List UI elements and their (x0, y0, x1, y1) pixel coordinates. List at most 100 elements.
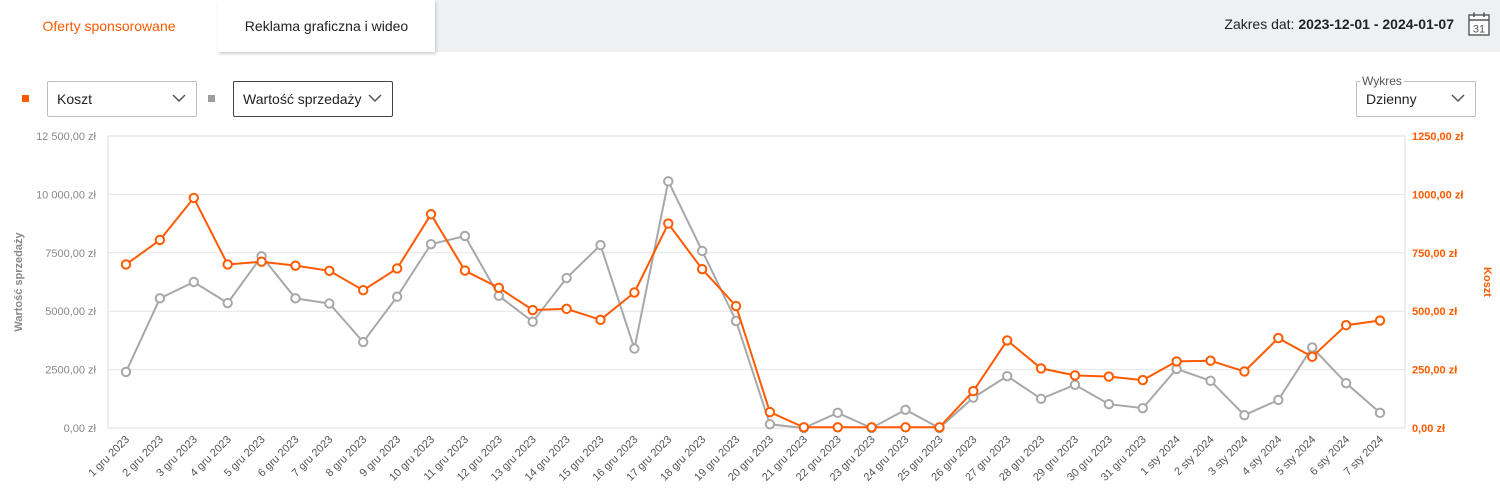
cost-point (1035, 363, 1047, 374)
sales-point (290, 293, 301, 304)
sales-point (629, 343, 640, 354)
x-tick-label: 8 gru 2023 (324, 434, 370, 480)
x-tick-label: 11 gru 2023 (422, 434, 471, 483)
sales-point (866, 422, 877, 434)
sales-point (1340, 377, 1352, 389)
series-line-cost (125, 196, 1381, 429)
tab-sponsored-offers[interactable]: Oferty sponsorowane (0, 0, 218, 52)
x-tick-label: 2 gru 2023 (120, 434, 166, 480)
cost-point (866, 422, 877, 433)
sales-point (1374, 407, 1386, 419)
cost-point (934, 422, 945, 433)
cost-point (561, 303, 572, 315)
metric2-value: Wartość sprzedaży (243, 91, 362, 107)
right-tick-label: 1250,00 zł (1412, 131, 1463, 143)
x-tick-label: 14 gru 2023 (523, 434, 573, 484)
cost-point (1171, 356, 1182, 367)
left-tick-label: 10 000,00 zł (36, 189, 96, 201)
x-tick-label: 10 gru 2023 (387, 434, 437, 484)
cost-point (1307, 351, 1318, 362)
sales-point (188, 276, 199, 288)
x-tick-label: 27 gru 2023 (963, 434, 1013, 484)
sales-point (358, 336, 369, 348)
sales-point (1171, 363, 1182, 375)
cost-legend-marker (22, 95, 29, 102)
x-tick-label: 29 gru 2023 (1031, 434, 1081, 484)
x-tick-label: 20 gru 2023 (726, 434, 776, 484)
x-tick-label: 24 gru 2023 (862, 434, 912, 484)
sales-point (493, 290, 505, 301)
sales-point (730, 315, 742, 327)
cost-point (188, 192, 199, 204)
x-tick-label: 21 gru 2023 (760, 434, 810, 484)
tab-display-video-ads[interactable]: Reklama graficzna i wideo (218, 0, 435, 52)
cost-point (832, 422, 843, 433)
plot-area (107, 135, 1406, 429)
sales-point (1069, 379, 1081, 390)
right-axis-title: Koszt (1481, 267, 1493, 297)
cost-point (290, 260, 301, 271)
x-tick-label: 28 gru 2023 (997, 434, 1047, 484)
sales-point (561, 272, 572, 284)
sales-point (1035, 393, 1047, 404)
x-tick-label: 4 sty 2024 (1240, 434, 1284, 478)
x-tick-label: 6 sty 2024 (1308, 434, 1352, 478)
x-tick-label: 4 gru 2023 (188, 434, 234, 480)
cost-point (663, 218, 674, 229)
x-tick-label: 5 gru 2023 (222, 434, 268, 480)
x-tick-label: 9 gru 2023 (358, 434, 404, 480)
sales-point (527, 316, 538, 327)
sales-point (968, 392, 979, 403)
cost-point (1273, 332, 1284, 344)
sales-point (1273, 394, 1284, 406)
sales-legend-marker (208, 95, 215, 102)
x-tick-label: 1 sty 2024 (1138, 434, 1182, 478)
x-tick-label: 19 gru 2023 (692, 434, 742, 484)
sales-point (1307, 342, 1318, 353)
right-tick-label: 250,00 zł (1412, 365, 1457, 377)
x-tick-label: 7 gru 2023 (290, 434, 336, 480)
x-tick-label: 5 sty 2024 (1274, 434, 1318, 478)
chevron-down-icon (1451, 94, 1465, 103)
cost-point (1340, 320, 1352, 331)
metric1-value: Koszt (57, 91, 93, 107)
calendar-icon[interactable]: 31 (1468, 12, 1490, 36)
cost-point (1103, 371, 1115, 382)
right-tick-label: 1000,00 zł (1412, 189, 1463, 201)
x-tick-label: 12 gru 2023 (455, 434, 505, 484)
cost-point (764, 406, 776, 418)
metric2-select[interactable]: Wartość sprzedaży (233, 81, 393, 117)
cost-point (730, 300, 742, 312)
sales-point (256, 251, 267, 262)
x-tick-label: 30 gru 2023 (1065, 434, 1115, 484)
left-tick-label: 7500,00 zł (45, 248, 96, 260)
cost-point (968, 385, 979, 397)
sales-point (1239, 409, 1250, 421)
x-tick-label: 16 gru 2023 (590, 434, 640, 484)
cost-point (696, 263, 708, 275)
metric1-select[interactable]: Koszt (47, 81, 197, 117)
sales-point (1205, 375, 1216, 387)
left-tick-label: 12 500,00 zł (36, 131, 96, 143)
cost-point (391, 263, 403, 274)
cost-point (1205, 355, 1216, 366)
cost-point (595, 314, 606, 326)
date-range[interactable]: Zakres dat: 2023-12-01 - 2024-01-07 (1224, 16, 1454, 32)
date-range-value: 2023-12-01 - 2024-01-07 (1298, 16, 1454, 32)
x-tick-label: 1 gru 2023 (86, 434, 132, 480)
left-tick-label: 2500,00 zł (45, 365, 96, 377)
cost-point (900, 422, 911, 433)
x-tick-label: 25 gru 2023 (896, 434, 946, 484)
cost-point (154, 234, 166, 246)
chart-type-label: Wykres (1360, 74, 1404, 88)
calendar-day: 31 (1473, 24, 1485, 36)
chart-type-value: Dzienny (1366, 91, 1417, 107)
left-axis-title: Wartość sprzedaży (13, 232, 25, 332)
sales-point (798, 422, 810, 434)
cost-point (1239, 366, 1250, 377)
sales-point (391, 291, 403, 302)
cost-point (527, 304, 538, 316)
right-tick-label: 0,00 zł (1412, 423, 1445, 435)
left-tick-label: 5000,00 zł (45, 306, 96, 318)
chevron-down-icon (172, 94, 186, 103)
